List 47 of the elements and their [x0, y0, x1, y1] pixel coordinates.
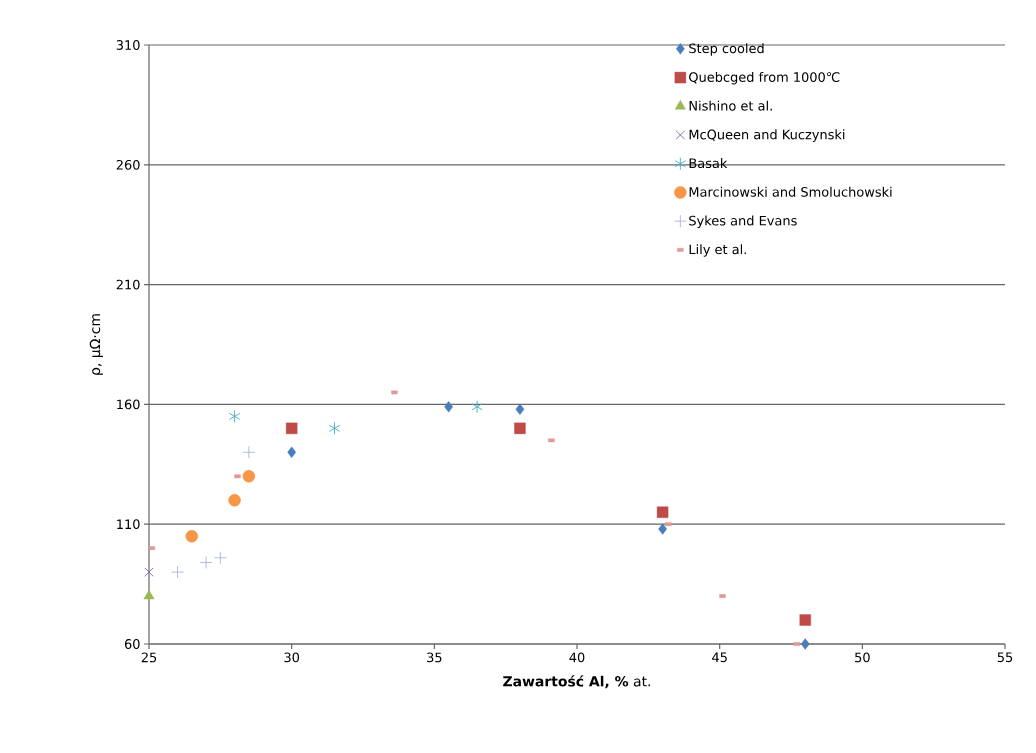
point — [228, 494, 241, 507]
legend-label: Nishino et al. — [689, 100, 772, 111]
x-tick-label: 35 — [427, 652, 442, 663]
legend-label: Sykes and Evans — [689, 215, 797, 229]
point — [143, 589, 155, 600]
point — [515, 403, 525, 415]
point — [328, 421, 341, 435]
x-tick-label: 30 — [284, 652, 300, 663]
y-tick-label: 110 — [117, 519, 140, 530]
x-tick-label: 50 — [855, 652, 870, 663]
point — [234, 474, 241, 479]
point — [548, 438, 555, 443]
legend-label: Step cooled — [689, 43, 764, 56]
point — [471, 400, 483, 414]
point — [213, 551, 227, 565]
point — [658, 523, 667, 535]
y-tick-label: 310 — [116, 40, 140, 50]
point — [185, 529, 198, 543]
y-axis-title: ρ, μΩ·cm — [89, 314, 103, 375]
point — [656, 506, 669, 518]
point — [444, 401, 453, 413]
x-tick-label: 45 — [712, 652, 727, 663]
point — [242, 445, 256, 459]
point — [242, 470, 256, 483]
legend-label: Basak — [689, 158, 728, 169]
x-tick-label: 55 — [997, 652, 1013, 663]
point — [199, 556, 213, 569]
x-tick-label: 25 — [141, 652, 157, 663]
legend-label: Lily et al. — [689, 244, 746, 257]
point — [171, 565, 184, 579]
point — [228, 409, 241, 423]
point — [285, 422, 298, 435]
legend-label: Marcinowski and Smoluchowski — [689, 186, 892, 197]
x-tick-label: 40 — [569, 652, 585, 663]
legend-label: Quebcged from 1000℃ — [689, 71, 840, 85]
point — [144, 567, 154, 577]
point — [799, 614, 811, 626]
point — [514, 422, 526, 435]
point — [665, 522, 672, 527]
x-axis-title: Zawartość Al, % at. — [503, 675, 650, 689]
point — [800, 638, 810, 650]
point — [391, 390, 398, 395]
y-tick-label: 60 — [124, 639, 140, 649]
legend-label: McQueen and Kuczynski — [689, 129, 845, 142]
y-tick-label: 210 — [116, 279, 140, 290]
y-tick-label: 160 — [117, 399, 140, 410]
y-tick-label: 260 — [116, 159, 140, 170]
